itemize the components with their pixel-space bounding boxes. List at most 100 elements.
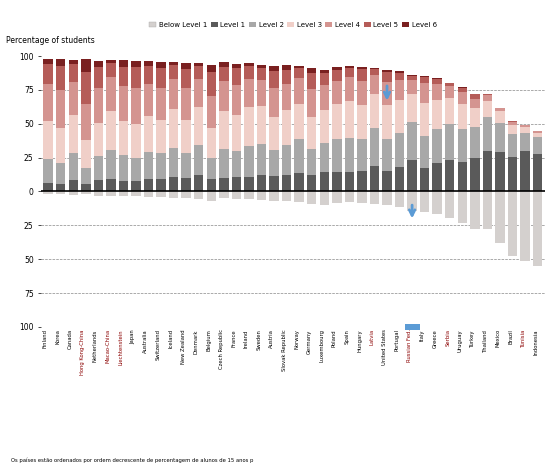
Text: Iceland: Iceland — [168, 329, 173, 348]
Text: Korea: Korea — [55, 329, 60, 344]
Text: Tunisia: Tunisia — [521, 329, 526, 347]
Bar — [106, 111, 116, 150]
Bar — [483, 191, 492, 229]
Bar — [470, 158, 480, 191]
Bar — [382, 70, 392, 72]
Bar — [207, 72, 216, 96]
Bar — [232, 191, 241, 199]
Bar — [382, 72, 392, 82]
Bar — [495, 107, 505, 108]
Bar — [43, 184, 53, 191]
Bar — [156, 191, 166, 197]
Bar — [495, 151, 505, 191]
Bar — [43, 85, 53, 121]
Bar — [332, 81, 342, 105]
Bar — [270, 66, 279, 71]
Bar — [207, 179, 216, 191]
Bar — [219, 112, 229, 149]
Bar — [144, 84, 153, 116]
Bar — [420, 168, 430, 191]
Bar — [307, 69, 316, 73]
Bar — [232, 85, 241, 114]
Bar — [119, 121, 128, 155]
Bar — [106, 63, 116, 78]
Bar — [56, 127, 65, 163]
Bar — [182, 120, 191, 153]
Bar — [470, 191, 480, 229]
Bar — [232, 151, 241, 177]
Text: Italy: Italy — [420, 329, 425, 341]
Bar — [270, 117, 279, 150]
Bar — [232, 177, 241, 191]
Bar — [144, 66, 153, 84]
Bar — [357, 139, 367, 171]
Text: Netherlands: Netherlands — [93, 329, 98, 361]
Bar — [408, 76, 417, 80]
Bar — [182, 69, 191, 88]
Bar — [495, 108, 505, 111]
Bar — [69, 82, 78, 115]
Text: Poland: Poland — [332, 329, 337, 347]
Bar — [94, 156, 103, 180]
Text: Mexico: Mexico — [496, 329, 500, 347]
Bar — [194, 107, 204, 145]
Bar — [508, 122, 517, 125]
Bar — [270, 71, 279, 88]
Bar — [56, 184, 65, 191]
Bar — [106, 60, 116, 63]
Text: Sweden: Sweden — [256, 329, 261, 350]
Text: Liechtenstein: Liechtenstein — [118, 329, 123, 365]
Bar — [307, 149, 316, 175]
Bar — [357, 70, 367, 81]
Bar — [370, 75, 379, 94]
Bar — [395, 168, 404, 191]
Text: Greece: Greece — [432, 329, 438, 348]
Bar — [182, 153, 191, 178]
Text: Japan: Japan — [130, 329, 136, 344]
Bar — [156, 88, 166, 120]
Bar — [94, 180, 103, 191]
Bar — [257, 68, 266, 80]
Text: Denmark: Denmark — [194, 329, 199, 354]
Bar — [332, 139, 342, 172]
Bar — [458, 87, 467, 88]
Text: Switzerland: Switzerland — [156, 329, 161, 360]
Bar — [257, 65, 266, 68]
Text: Serbia: Serbia — [445, 329, 450, 346]
Bar — [332, 191, 342, 203]
Bar — [194, 78, 204, 107]
Bar — [244, 146, 254, 177]
Bar — [219, 81, 229, 112]
Bar — [219, 63, 229, 67]
Bar — [445, 86, 454, 98]
Bar — [144, 191, 153, 197]
Text: Macao-China: Macao-China — [106, 329, 111, 363]
Bar — [445, 160, 454, 191]
Bar — [332, 67, 342, 70]
Bar — [470, 93, 480, 94]
Bar — [483, 101, 492, 117]
Bar — [294, 104, 304, 139]
Bar — [119, 67, 128, 86]
Bar — [81, 168, 91, 184]
Bar — [357, 67, 367, 70]
Bar — [244, 79, 254, 107]
Bar — [432, 191, 442, 213]
Bar — [370, 94, 379, 128]
Bar — [94, 67, 103, 88]
Bar — [445, 191, 454, 218]
Bar — [508, 191, 517, 256]
Bar — [357, 171, 367, 191]
Bar — [219, 177, 229, 191]
Bar — [207, 158, 216, 179]
Bar — [294, 66, 304, 68]
Bar — [81, 191, 91, 194]
Text: Uruguay: Uruguay — [458, 329, 463, 352]
Bar — [395, 71, 404, 73]
Bar — [495, 123, 505, 151]
Bar — [320, 191, 329, 205]
Bar — [56, 163, 65, 184]
Bar — [307, 73, 316, 89]
Bar — [144, 62, 153, 66]
Bar — [282, 191, 292, 200]
